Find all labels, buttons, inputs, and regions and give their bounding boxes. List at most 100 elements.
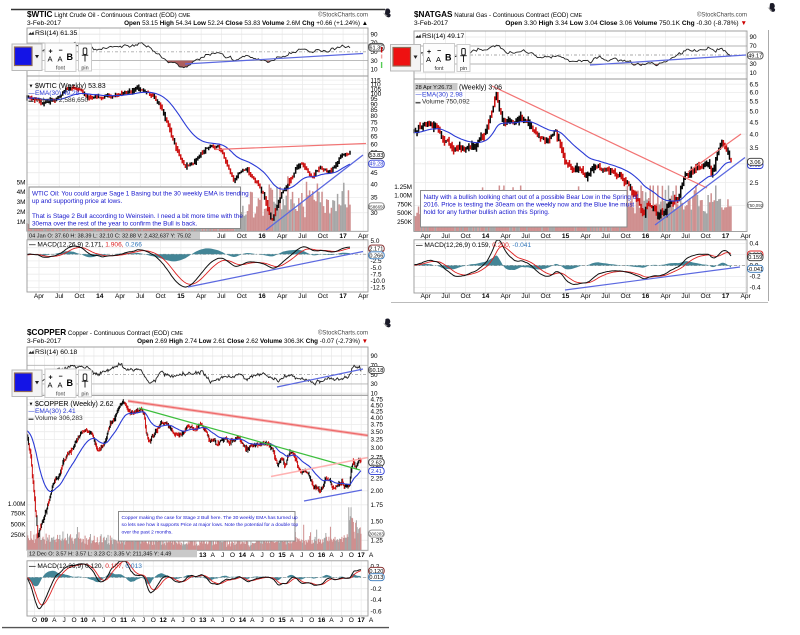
svg-text:-7.5: -7.5 [371,271,382,278]
svg-text:1.25M: 1.25M [394,184,412,191]
svg-text:17: 17 [722,233,730,240]
svg-text:4.75: 4.75 [371,397,384,404]
svg-text:Apr: Apr [740,233,751,240]
svg-text:©StockCharts.com: ©StockCharts.com [318,12,368,19]
svg-text:-0.4: -0.4 [371,597,382,604]
svg-text:Jul: Jul [217,233,226,240]
svg-text:RSI(14) 60.18: RSI(14) 60.18 [35,349,78,356]
svg-text:O: O [230,552,235,559]
svg-text:A: A [426,55,431,64]
svg-text:1.00M: 1.00M [394,193,412,200]
svg-text:16: 16 [642,233,650,240]
svg-text:30: 30 [750,61,758,68]
svg-text:font: font [56,392,65,398]
svg-text:13: 13 [199,552,207,559]
svg-text:2M: 2M [17,209,26,216]
svg-text:−: − [59,48,63,55]
svg-text:12 Dec O: 3.57 H: 3.57 L: 3.: 12 Dec O: 3.57 H: 3.57 L: 3.23 C: 3.35 V… [29,552,171,558]
svg-text:1.75: 1.75 [371,502,384,509]
svg-text:Jul: Jul [217,293,226,300]
svg-text:font: font [435,66,444,72]
svg-text:30: 30 [371,58,379,65]
svg-text:28 Apr Y:26.73: 28 Apr Y:26.73 [416,85,453,91]
svg-text:3.25: 3.25 [371,437,384,444]
svg-text:Apr: Apr [660,233,671,240]
svg-text:O: O [349,552,354,559]
svg-text:Copper making the case for Sta: Copper making the case for Stage 2 Bull … [122,515,298,521]
svg-text:1.25: 1.25 [371,538,384,545]
svg-text:49.28: 49.28 [369,162,383,168]
svg-text:B: B [445,53,452,63]
svg-text:▼: ▼ [29,402,34,408]
svg-text:2.171: 2.171 [369,247,383,253]
svg-text:Jul: Jul [601,293,610,300]
svg-text:250K: 250K [397,219,413,226]
svg-text:11: 11 [120,617,127,624]
svg-text:Apr: Apr [277,293,288,300]
svg-text:2.98: 2.98 [750,163,761,169]
svg-text:2.5: 2.5 [750,180,759,187]
svg-text:Apr: Apr [115,293,126,300]
svg-text:0.013: 0.013 [369,575,383,581]
svg-text:65: 65 [371,134,379,141]
svg-text:3.00: 3.00 [371,445,384,452]
svg-text:$WTIC (Weekly) 53.83: $WTIC (Weekly) 53.83 [35,83,106,90]
svg-text:2.41: 2.41 [371,469,382,475]
svg-text:4.00: 4.00 [371,415,384,422]
svg-text:Jul: Jul [681,293,690,300]
svg-text:75: 75 [371,120,379,127]
svg-text:J: J [221,617,224,624]
svg-text:14: 14 [96,293,104,300]
svg-text:Oct: Oct [155,293,165,300]
svg-text:J: J [63,617,66,624]
svg-text:-0.6: -0.6 [371,608,382,615]
svg-text:Oct: Oct [540,293,550,300]
svg-text:750K: 750K [11,511,27,518]
svg-text:6.5: 6.5 [750,81,759,88]
svg-text:0.159: 0.159 [748,255,762,261]
svg-text:J: J [181,617,184,624]
svg-text:2.25: 2.25 [371,476,384,483]
svg-text:Oct: Oct [460,293,470,300]
svg-text:A: A [290,552,295,559]
svg-text:O: O [72,617,77,624]
svg-text:15: 15 [278,617,286,624]
svg-text:A: A [369,617,374,624]
svg-text:0.4: 0.4 [750,241,759,248]
svg-text:10: 10 [750,70,758,77]
svg-text:-5.0: -5.0 [371,265,382,272]
svg-text:Jul: Jul [298,233,307,240]
svg-text:3-Feb-2017: 3-Feb-2017 [27,338,61,345]
svg-text:—: — [29,409,35,415]
svg-text:Apr: Apr [580,233,591,240]
svg-text:4M: 4M [17,189,26,196]
svg-text:2.62: 2.62 [371,460,382,466]
svg-text:61.35: 61.35 [369,46,383,52]
svg-text:14: 14 [239,617,247,624]
svg-text:250K: 250K [11,532,27,539]
svg-text:A: A [290,617,295,624]
svg-text:306283: 306283 [369,532,384,537]
svg-text:A: A [329,552,334,559]
svg-text:(Weekly) 3.06: (Weekly) 3.06 [459,85,502,92]
svg-text:16: 16 [258,233,266,240]
svg-text:5.5: 5.5 [750,99,759,106]
svg-text:A: A [48,55,53,64]
svg-text:2.00: 2.00 [371,488,384,495]
svg-text:O: O [270,617,275,624]
svg-text:1M: 1M [17,219,26,226]
svg-text:16: 16 [318,552,326,559]
svg-text:O: O [190,617,195,624]
svg-text:14: 14 [482,233,490,240]
svg-text:4.5: 4.5 [750,119,759,126]
svg-text:110: 110 [371,82,382,89]
svg-text:EMA(30) 2.98: EMA(30) 2.98 [422,92,463,99]
svg-text:16: 16 [318,617,326,624]
svg-text:B: B [67,378,74,388]
svg-text:40: 40 [371,182,379,189]
svg-text:J: J [340,552,343,559]
svg-text:0.2: 0.2 [371,563,380,570]
svg-text:— MACD(12,26,9) 2.171, 1.906,: — MACD(12,26,9) 2.171, 1.906, 0.266 [29,242,142,249]
svg-text:500K: 500K [11,522,27,529]
svg-text:$NATGAS Natural Gas - Continuo: $NATGAS Natural Gas - Continuous Contrac… [414,10,583,19]
